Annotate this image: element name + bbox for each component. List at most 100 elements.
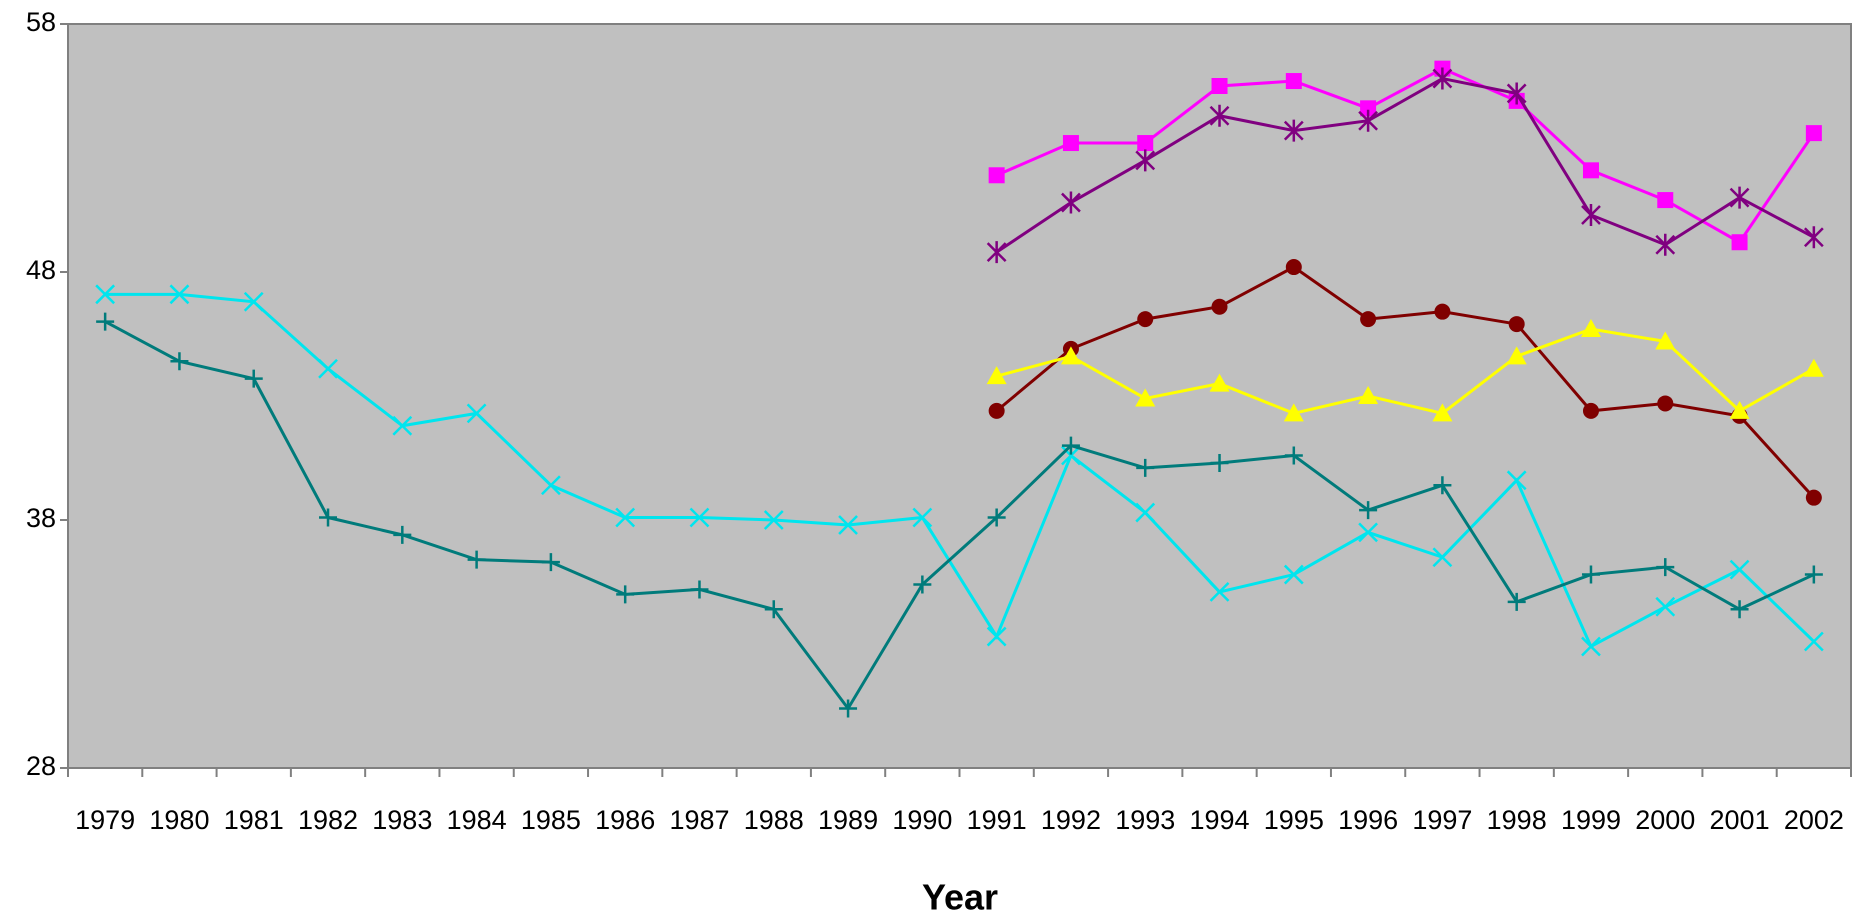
marker (1729, 400, 1750, 419)
marker (1211, 298, 1228, 315)
x-tick-label: 1981 (224, 805, 284, 835)
marker (1434, 303, 1451, 320)
marker (1805, 489, 1822, 506)
series-line (104, 320, 1815, 712)
marker (986, 366, 1007, 385)
marker (615, 507, 636, 528)
marker (1655, 233, 1676, 256)
marker (1061, 436, 1080, 455)
marker (1284, 446, 1303, 465)
marker (764, 600, 783, 619)
marker (1209, 373, 1230, 392)
marker (1211, 78, 1228, 94)
marker (988, 167, 1005, 184)
series-line (996, 327, 1815, 415)
series (986, 67, 1824, 264)
series-line (995, 265, 1815, 499)
marker (1061, 191, 1081, 214)
series-line (105, 292, 1815, 649)
series-line (995, 76, 1815, 254)
marker (1805, 125, 1822, 142)
marker (1581, 565, 1600, 584)
marker (690, 580, 709, 599)
x-tick-label: 1993 (1115, 805, 1175, 835)
marker (392, 415, 413, 436)
marker (1730, 600, 1749, 619)
x-tick-label: 1998 (1487, 805, 1547, 835)
marker (1062, 135, 1079, 152)
y-tick-label: 48 (26, 255, 56, 285)
marker (393, 525, 412, 544)
marker (1804, 565, 1823, 584)
marker (318, 358, 338, 379)
marker (1433, 476, 1452, 495)
marker (616, 585, 635, 604)
marker (913, 575, 932, 594)
x-tick-label: 1989 (818, 805, 878, 835)
x-tick-label: 1988 (744, 805, 804, 835)
marker (1285, 259, 1302, 276)
marker (1432, 547, 1453, 568)
marker (1137, 135, 1154, 152)
marker (1803, 358, 1824, 377)
marker (1359, 501, 1378, 520)
marker (1209, 582, 1230, 602)
marker (243, 291, 264, 312)
x-tick-label: 1983 (372, 805, 432, 835)
marker (1209, 104, 1230, 127)
marker (169, 284, 190, 305)
marker (1507, 592, 1526, 611)
x-tick-label: 1984 (447, 805, 507, 835)
x-tick-label: 2002 (1784, 805, 1844, 835)
marker (1508, 316, 1525, 333)
marker (1136, 458, 1155, 477)
marker (1803, 226, 1824, 249)
x-tick-label: 1979 (75, 805, 135, 835)
marker (1655, 596, 1676, 617)
marker (1360, 100, 1377, 117)
marker (1657, 395, 1674, 412)
marker (1506, 470, 1527, 491)
marker (1803, 631, 1824, 652)
x-tick-label: 1990 (892, 805, 952, 835)
marker (319, 508, 338, 527)
marker (466, 403, 487, 424)
x-tick-label: 1996 (1338, 805, 1398, 835)
marker (96, 312, 115, 331)
marker (467, 550, 486, 569)
x-tick-label: 1987 (669, 805, 729, 835)
marker (1283, 119, 1304, 142)
marker (1581, 636, 1601, 657)
marker (1285, 73, 1302, 90)
x-tick-label: 1982 (298, 805, 358, 835)
series (988, 60, 1822, 251)
marker (1358, 386, 1379, 404)
marker (763, 510, 784, 530)
series (988, 259, 1822, 506)
y-tick-label: 38 (26, 503, 56, 533)
marker (1580, 319, 1601, 338)
marker (1432, 403, 1453, 422)
marker (1581, 203, 1601, 226)
marker (912, 507, 933, 528)
x-tick-label: 1985 (521, 805, 581, 835)
series-line (996, 66, 1816, 245)
x-axis-title: Year (922, 877, 998, 918)
marker (839, 699, 858, 718)
plot-area (67, 23, 1852, 769)
marker (244, 369, 263, 388)
marker (1135, 149, 1156, 172)
x-tick-label: 2001 (1710, 805, 1770, 835)
marker (1137, 311, 1154, 328)
marker (1135, 388, 1156, 407)
marker (986, 626, 1007, 647)
marker (170, 352, 189, 371)
x-tick-label: 1986 (595, 805, 655, 835)
marker (1283, 564, 1304, 585)
marker (1657, 192, 1674, 209)
marker (1656, 558, 1675, 577)
marker (838, 515, 858, 535)
marker (987, 508, 1006, 527)
marker (1358, 109, 1378, 132)
x-tick-label: 1994 (1189, 805, 1249, 835)
